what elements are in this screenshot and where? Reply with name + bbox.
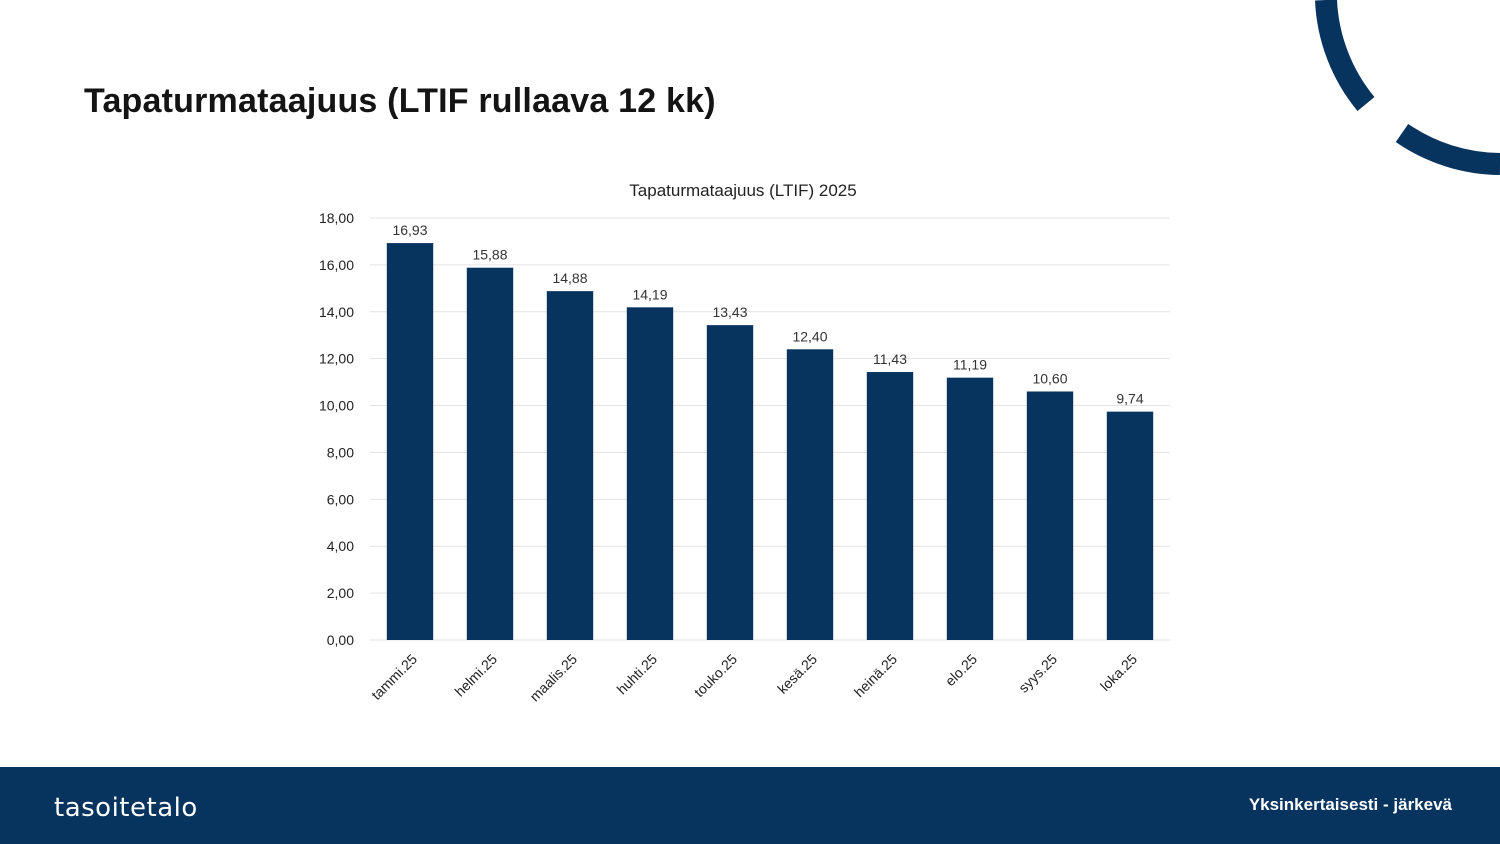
- x-tick-label: touko.25: [691, 651, 740, 700]
- bar: [386, 243, 434, 640]
- chart-svg: Tapaturmataajuus (LTIF) 2025 0,00 2,00 4,0…: [319, 181, 1170, 705]
- bar: [1026, 391, 1074, 640]
- y-axis-tick-labels: 0,00 2,00 4,00 6,00 8,00 10,00 12,00 14,00 16,00…: [319, 210, 354, 648]
- bar: [466, 267, 514, 640]
- x-tick-label: loka.25: [1097, 651, 1140, 694]
- footer-bar: tasoitetalo Yksinkertaisesti - järkevä: [0, 767, 1500, 844]
- bar: [866, 372, 914, 640]
- y-tick-label: 2,00: [327, 585, 354, 601]
- x-axis-tick-labels: tammi.25 helmi.25 maalis.25 huhti.25 touko.2…: [368, 651, 1140, 705]
- bar: [626, 307, 674, 640]
- y-tick-label: 0,00: [327, 632, 354, 648]
- footer-tagline: Yksinkertaisesti - järkevä: [1248, 795, 1452, 814]
- x-tick-label: heinä.25: [851, 651, 900, 700]
- y-tick-label: 18,00: [319, 210, 354, 226]
- data-label: 14,19: [632, 286, 667, 302]
- x-tick-label: elo.25: [942, 651, 980, 689]
- data-label: 13,43: [712, 304, 747, 320]
- y-tick-label: 12,00: [319, 351, 354, 367]
- y-tick-label: 8,00: [327, 444, 354, 460]
- x-tick-label: tammi.25: [368, 651, 420, 703]
- bar: [706, 325, 754, 640]
- data-label: 15,88: [472, 247, 507, 263]
- x-tick-label: helmi.25: [451, 651, 500, 700]
- data-label: 14,88: [552, 270, 587, 286]
- decorative-arc: [1300, 0, 1500, 195]
- x-tick-label: kesä.25: [774, 651, 820, 697]
- data-label: 11,43: [873, 351, 907, 367]
- data-label: 12,40: [792, 328, 827, 344]
- x-tick-label: huhti.25: [614, 651, 661, 698]
- slide-title: Tapaturmataajuus (LTIF rullaava 12 kk): [84, 82, 716, 120]
- y-tick-label: 14,00: [319, 304, 354, 320]
- data-label: 11,19: [953, 357, 987, 373]
- data-label: 9,74: [1116, 391, 1143, 407]
- y-tick-label: 10,00: [319, 398, 354, 414]
- data-label: 10,60: [1032, 370, 1067, 386]
- y-tick-label: 6,00: [327, 491, 354, 507]
- bar: [546, 291, 594, 640]
- chart-title: Tapaturmataajuus (LTIF) 2025: [629, 181, 856, 200]
- y-tick-label: 4,00: [327, 538, 354, 554]
- data-labels: 16,93 15,88 14,88 14,19 13,43 12,40 11,43 11,19…: [392, 222, 1143, 407]
- data-label: 16,93: [392, 222, 427, 238]
- bar: [786, 349, 834, 640]
- bars: [386, 243, 1154, 640]
- y-tick-label: 16,00: [319, 257, 354, 273]
- bar-chart: Tapaturmataajuus (LTIF) 2025 0,00 2,00 4,0…: [300, 170, 1200, 730]
- x-tick-label: syys.25: [1015, 651, 1060, 696]
- bar: [946, 377, 994, 640]
- company-logo[interactable]: tasoitetalo: [54, 793, 198, 823]
- bar: [1106, 411, 1154, 640]
- x-tick-label: maalis.25: [526, 651, 580, 705]
